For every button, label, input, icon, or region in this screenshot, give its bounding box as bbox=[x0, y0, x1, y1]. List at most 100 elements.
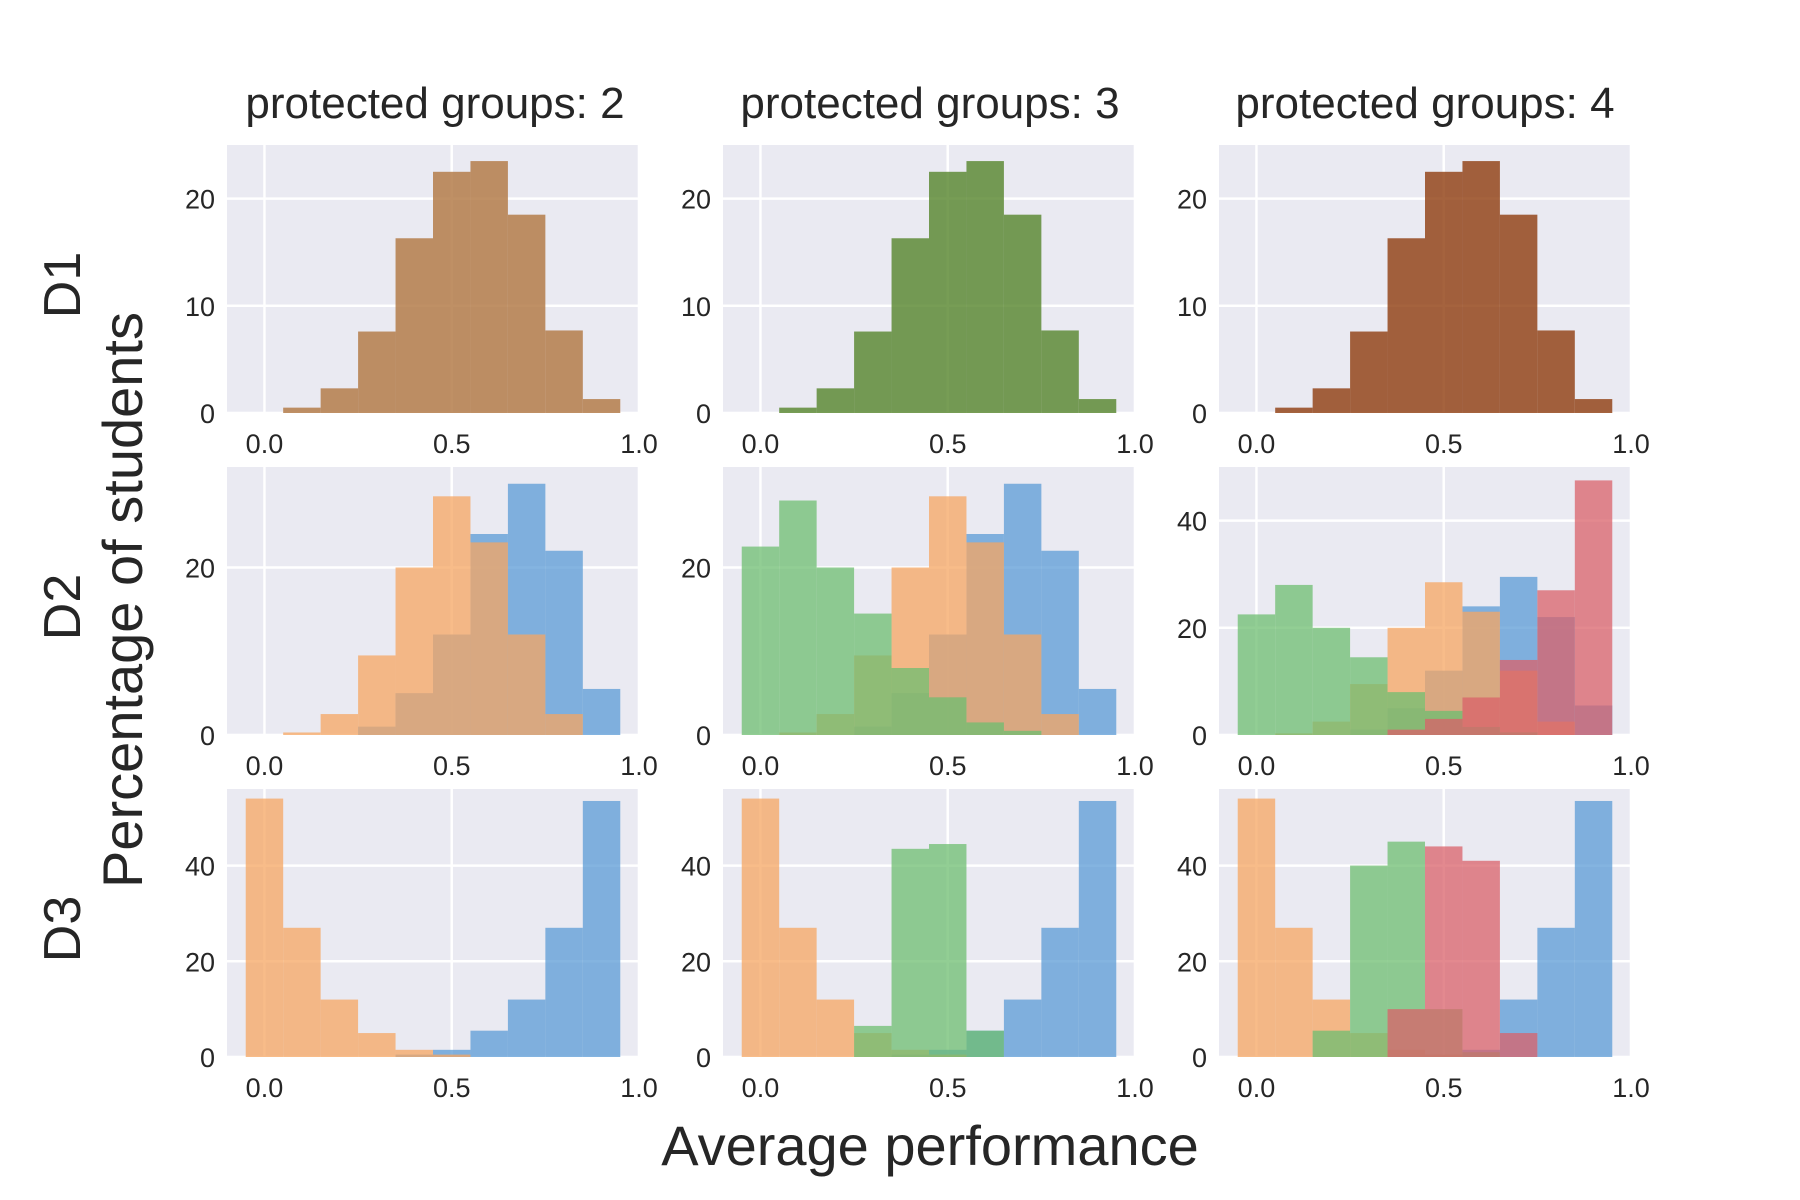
y-tick-label: 0 bbox=[1192, 399, 1207, 429]
y-tick-label: 40 bbox=[1177, 507, 1207, 537]
histogram-bar bbox=[779, 500, 817, 735]
x-tick-label: 0.0 bbox=[246, 1073, 284, 1103]
histogram-bar bbox=[582, 399, 621, 413]
histogram-bar bbox=[1499, 214, 1538, 413]
histogram-bar bbox=[433, 171, 471, 413]
histogram-bar bbox=[1237, 614, 1276, 735]
x-tick-label: 0.5 bbox=[1425, 1073, 1463, 1103]
x-tick-label: 1.0 bbox=[1116, 429, 1154, 459]
x-tick-label: 0.5 bbox=[929, 751, 967, 781]
y-tick-label: 40 bbox=[1177, 852, 1207, 882]
y-tick-label: 20 bbox=[185, 554, 215, 584]
histogram-bar bbox=[358, 1033, 396, 1057]
histogram-bar bbox=[545, 714, 583, 735]
x-tick-label: 1.0 bbox=[620, 751, 658, 781]
x-tick-label: 1.0 bbox=[1612, 429, 1650, 459]
histogram-bar bbox=[582, 800, 621, 1057]
histogram-bar bbox=[545, 330, 583, 413]
x-tick-label: 0.0 bbox=[1238, 1073, 1276, 1103]
x-tick-label: 0.0 bbox=[246, 751, 284, 781]
histogram-bar bbox=[1312, 388, 1351, 413]
panel-d3-3: 0.0 0.5 1.0 0 20 40 bbox=[681, 789, 1154, 1103]
histogram-bar bbox=[395, 567, 433, 735]
histogram-bar bbox=[854, 613, 892, 735]
y-tick-label: 0 bbox=[200, 721, 215, 751]
x-tick-label: 0.0 bbox=[742, 429, 780, 459]
histogram-bar bbox=[320, 388, 359, 413]
x-tick-label: 1.0 bbox=[620, 429, 658, 459]
panels: 0.0 0.5 1.0 0 10 20 0.0 0.5 1.0 0 10 20 0.0 0.5 1.0 0 10… bbox=[185, 145, 1650, 1103]
histogram-bar bbox=[470, 542, 508, 735]
histogram-bar bbox=[1462, 860, 1500, 1057]
y-tick-label: 20 bbox=[1177, 947, 1207, 977]
column-title-3: protected groups: 4 bbox=[1235, 79, 1614, 128]
row-label-d1: D1 bbox=[34, 252, 92, 318]
histogram-bar bbox=[1078, 688, 1117, 735]
histogram-bar bbox=[891, 848, 929, 1057]
y-tick-label: 20 bbox=[185, 947, 215, 977]
histogram-bar bbox=[1462, 161, 1500, 413]
panel-d3-4: 0.0 0.5 1.0 0 20 40 bbox=[1177, 789, 1650, 1103]
y-tick-label: 20 bbox=[1177, 614, 1207, 644]
histogram-bar bbox=[1574, 800, 1613, 1057]
histogram-bar bbox=[1574, 480, 1613, 735]
histogram-bar bbox=[741, 798, 780, 1057]
histogram-bar bbox=[854, 331, 892, 413]
histogram-bar bbox=[816, 999, 855, 1057]
histogram-bar bbox=[433, 496, 471, 735]
histogram-bar bbox=[1078, 399, 1117, 413]
histogram-bar bbox=[1003, 634, 1042, 735]
x-tick-label: 0.0 bbox=[1238, 751, 1276, 781]
histogram-bar bbox=[816, 388, 855, 413]
histogram-bar bbox=[779, 407, 817, 413]
row-label-d2: D2 bbox=[34, 574, 92, 640]
histogram-bar bbox=[470, 1030, 508, 1057]
x-tick-label: 0.5 bbox=[433, 429, 471, 459]
x-tick-label: 1.0 bbox=[1612, 751, 1650, 781]
histogram-bar bbox=[779, 927, 817, 1057]
histogram-bar bbox=[929, 496, 967, 735]
histogram-bar bbox=[283, 732, 321, 735]
histogram-bar bbox=[1350, 865, 1388, 1057]
column-title-2: protected groups: 3 bbox=[740, 79, 1119, 128]
histogram-bar bbox=[283, 927, 321, 1057]
x-tick-label: 0.5 bbox=[433, 1073, 471, 1103]
histogram-bar bbox=[433, 1054, 471, 1057]
y-axis-label: Percentage of students bbox=[91, 312, 154, 888]
histogram-bar bbox=[358, 331, 396, 413]
histogram-bar bbox=[1350, 657, 1388, 735]
histogram-bar bbox=[245, 798, 284, 1057]
histogram-bar bbox=[741, 546, 780, 735]
histogram-bar bbox=[1462, 697, 1500, 735]
histogram-bar bbox=[1425, 582, 1463, 735]
y-tick-label: 40 bbox=[185, 852, 215, 882]
histogram-bar bbox=[395, 238, 433, 413]
panel-d1-2: 0.0 0.5 1.0 0 10 20 bbox=[185, 145, 658, 459]
row-labels: D1 D2 D3 bbox=[34, 252, 92, 962]
y-tick-label: 20 bbox=[185, 185, 215, 215]
column-title-1: protected groups: 2 bbox=[245, 79, 624, 128]
y-tick-label: 10 bbox=[681, 292, 711, 322]
histogram-bar bbox=[1237, 798, 1276, 1057]
histogram-bar bbox=[1537, 927, 1575, 1057]
y-tick-label: 10 bbox=[185, 292, 215, 322]
histogram-bar bbox=[966, 161, 1004, 413]
histogram-bar bbox=[966, 542, 1004, 735]
histogram-bar bbox=[1499, 1033, 1538, 1057]
histogram-bar bbox=[470, 161, 508, 413]
histogram-bar bbox=[1425, 718, 1463, 735]
x-tick-label: 0.0 bbox=[1238, 429, 1276, 459]
histogram-bar bbox=[1425, 846, 1463, 1057]
panel-d1-4: 0.0 0.5 1.0 0 10 20 bbox=[1177, 145, 1650, 459]
histogram-bar bbox=[1275, 407, 1313, 413]
histogram-bar bbox=[1350, 331, 1388, 413]
x-tick-label: 0.5 bbox=[929, 1073, 967, 1103]
histogram-bar bbox=[891, 668, 929, 735]
histogram-bar bbox=[1275, 584, 1313, 735]
y-tick-label: 0 bbox=[696, 721, 711, 751]
x-tick-label: 1.0 bbox=[1612, 1073, 1650, 1103]
histogram-bar bbox=[966, 1030, 1004, 1057]
histogram-bar bbox=[1041, 927, 1079, 1057]
x-tick-label: 1.0 bbox=[1116, 751, 1154, 781]
